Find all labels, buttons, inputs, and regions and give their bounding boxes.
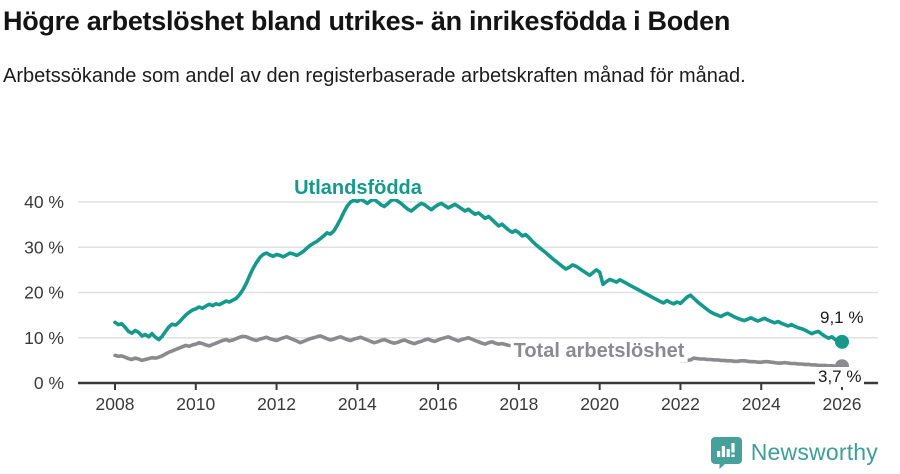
y-tick-label: 20 % xyxy=(24,283,64,303)
end-value-label-total: 3,7 % xyxy=(815,367,865,387)
x-tick-label: 2018 xyxy=(499,394,538,414)
series-label-utlandsfodda: Utlandsfödda xyxy=(291,177,425,199)
y-tick-label: 10 % xyxy=(24,328,64,348)
page-title: Högre arbetslöshet bland utrikes- än inr… xyxy=(3,6,731,36)
chart-header: Högre arbetslöshet bland utrikes- än inr… xyxy=(3,5,883,37)
brand-name: Newsworthy xyxy=(750,438,878,465)
x-tick-label: 2010 xyxy=(176,394,215,414)
x-tick-label: 2026 xyxy=(823,394,862,414)
line-series-1 xyxy=(113,334,844,369)
x-tick-label: 2016 xyxy=(419,394,458,414)
series-label-total-arbetsloshet: Total arbetslöshet xyxy=(510,340,688,362)
y-tick-label: 0 % xyxy=(34,373,64,393)
y-tick-label: 40 % xyxy=(24,192,64,212)
line-series-0 xyxy=(113,197,844,344)
end-value-label-utlandsfodda: 9,1 % xyxy=(817,308,867,328)
series-end-dot-0 xyxy=(835,334,849,349)
x-tick-label: 2020 xyxy=(580,394,619,414)
chart-subtitle: Arbetssökande som andel av den registerb… xyxy=(3,65,746,87)
footer-branding: Newsworthy xyxy=(710,434,878,470)
y-tick-label: 30 % xyxy=(24,237,64,257)
x-tick-label: 2024 xyxy=(742,394,781,414)
x-tick-label: 2014 xyxy=(338,394,377,414)
x-tick-label: 2022 xyxy=(661,394,700,414)
x-tick-label: 2012 xyxy=(257,394,296,414)
x-tick-label: 2008 xyxy=(96,394,135,414)
newsworthy-logo-icon xyxy=(710,436,742,469)
